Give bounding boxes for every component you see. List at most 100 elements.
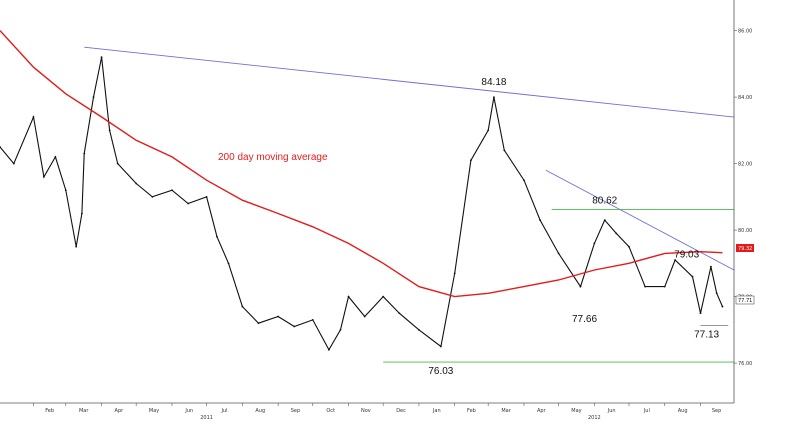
price-point	[135, 182, 138, 185]
x-tick-label: May	[149, 408, 159, 414]
price-point	[663, 285, 666, 288]
price-point	[453, 272, 456, 275]
x-tick-label: Apr	[537, 408, 547, 414]
price-point	[116, 162, 119, 165]
price-point	[257, 322, 260, 325]
price-annotations: 84.18 76.03 80.62 77.66 79.03 77.13	[428, 77, 719, 377]
y-tick-label: 86.00	[738, 29, 752, 35]
y-tick-label: 82.00	[738, 162, 752, 168]
price-point	[710, 265, 712, 268]
price-point	[418, 328, 420, 331]
price-point	[363, 315, 366, 318]
price-point	[469, 159, 472, 162]
price-point	[339, 328, 342, 331]
x-tick-label: Aug	[678, 408, 688, 414]
x-tick-label: Apr	[115, 408, 125, 414]
price-point	[603, 219, 606, 222]
price-point	[628, 245, 630, 248]
price-point	[674, 259, 677, 261]
price-point	[699, 312, 702, 315]
price-point	[347, 295, 350, 298]
price-point	[216, 235, 218, 238]
price-series	[0, 56, 724, 351]
price-point	[721, 305, 724, 308]
price-point	[81, 212, 83, 215]
x-tick-label: Sep	[712, 408, 721, 414]
x-tick-label: May	[571, 408, 581, 414]
axes: 76.0078.0080.0082.0084.0086.00FebMarAprM…	[0, 0, 752, 421]
price-annotation: 77.13	[694, 330, 719, 341]
price-point	[398, 312, 401, 315]
price-point	[92, 96, 95, 98]
price-point	[241, 305, 244, 308]
price-point	[493, 96, 495, 98]
resistance-trend-line	[84, 46, 735, 118]
price-point	[503, 149, 506, 152]
x-tick-label: Mar	[79, 408, 89, 414]
x-tick-label: Nov	[361, 408, 371, 414]
x-tick-label: Dec	[396, 408, 406, 414]
price-point	[439, 345, 442, 348]
price-point	[42, 176, 45, 178]
x-tick-label: Mar	[501, 408, 511, 414]
last-price-tag: 77.71	[735, 295, 755, 305]
price-point	[205, 195, 208, 198]
x-year-label: 2012	[588, 415, 601, 421]
price-point	[171, 189, 173, 192]
x-tick-label: Jun	[607, 408, 616, 414]
price-point	[0, 146, 1, 148]
price-point	[108, 129, 111, 132]
trend-lines	[84, 46, 735, 363]
last-ma-tag: 79.32	[736, 244, 754, 252]
price-point	[715, 292, 718, 295]
price-point	[523, 179, 525, 182]
y-tick-label: 80.00	[738, 228, 752, 234]
x-tick-label: Sep	[291, 408, 300, 414]
x-tick-label: Jul	[220, 408, 227, 414]
price-point	[311, 318, 314, 321]
x-tick-label: Jan	[432, 408, 441, 414]
price-point	[54, 156, 57, 158]
price-point	[293, 325, 296, 328]
price-point	[382, 295, 385, 298]
price-point	[593, 242, 596, 245]
x-tick-label: Jul	[643, 408, 650, 414]
price-annotation: 76.03	[428, 366, 453, 377]
moving-average-line	[0, 30, 723, 298]
price-point	[151, 195, 154, 198]
price-line	[0, 57, 724, 351]
price-point	[100, 56, 103, 59]
x-tick-label: Jun	[184, 408, 193, 414]
x-tick-label: Aug	[255, 408, 265, 414]
price-point	[64, 189, 67, 192]
resistance-trend-line	[545, 169, 735, 271]
price-point	[539, 219, 542, 222]
y-tick-label: 84.00	[738, 95, 752, 101]
price-point	[83, 152, 86, 155]
last-price-value: 77.71	[738, 298, 752, 304]
price-point	[579, 285, 582, 288]
price-point	[277, 315, 280, 318]
price-annotation: 79.03	[674, 249, 699, 260]
price-point	[557, 252, 560, 255]
price-point	[691, 275, 694, 278]
price-annotation: 84.18	[481, 77, 506, 88]
price-point	[328, 348, 330, 351]
price-point	[487, 129, 490, 132]
price-annotation: 80.62	[592, 195, 617, 206]
last-ma-value: 79.32	[738, 246, 752, 252]
price-point	[187, 202, 190, 205]
x-tick-label: Feb	[45, 408, 54, 414]
price-annotation: 77.66	[572, 314, 597, 325]
x-year-label: 2011	[200, 415, 213, 421]
y-tick-label: 76.00	[738, 361, 752, 367]
price-point	[227, 262, 230, 265]
x-tick-label: Oct	[326, 408, 335, 414]
x-tick-label: Feb	[467, 408, 476, 414]
price-point	[75, 245, 78, 248]
price-point	[615, 232, 618, 235]
price-point	[32, 116, 35, 118]
moving-average-label: 200 day moving average	[218, 152, 328, 163]
